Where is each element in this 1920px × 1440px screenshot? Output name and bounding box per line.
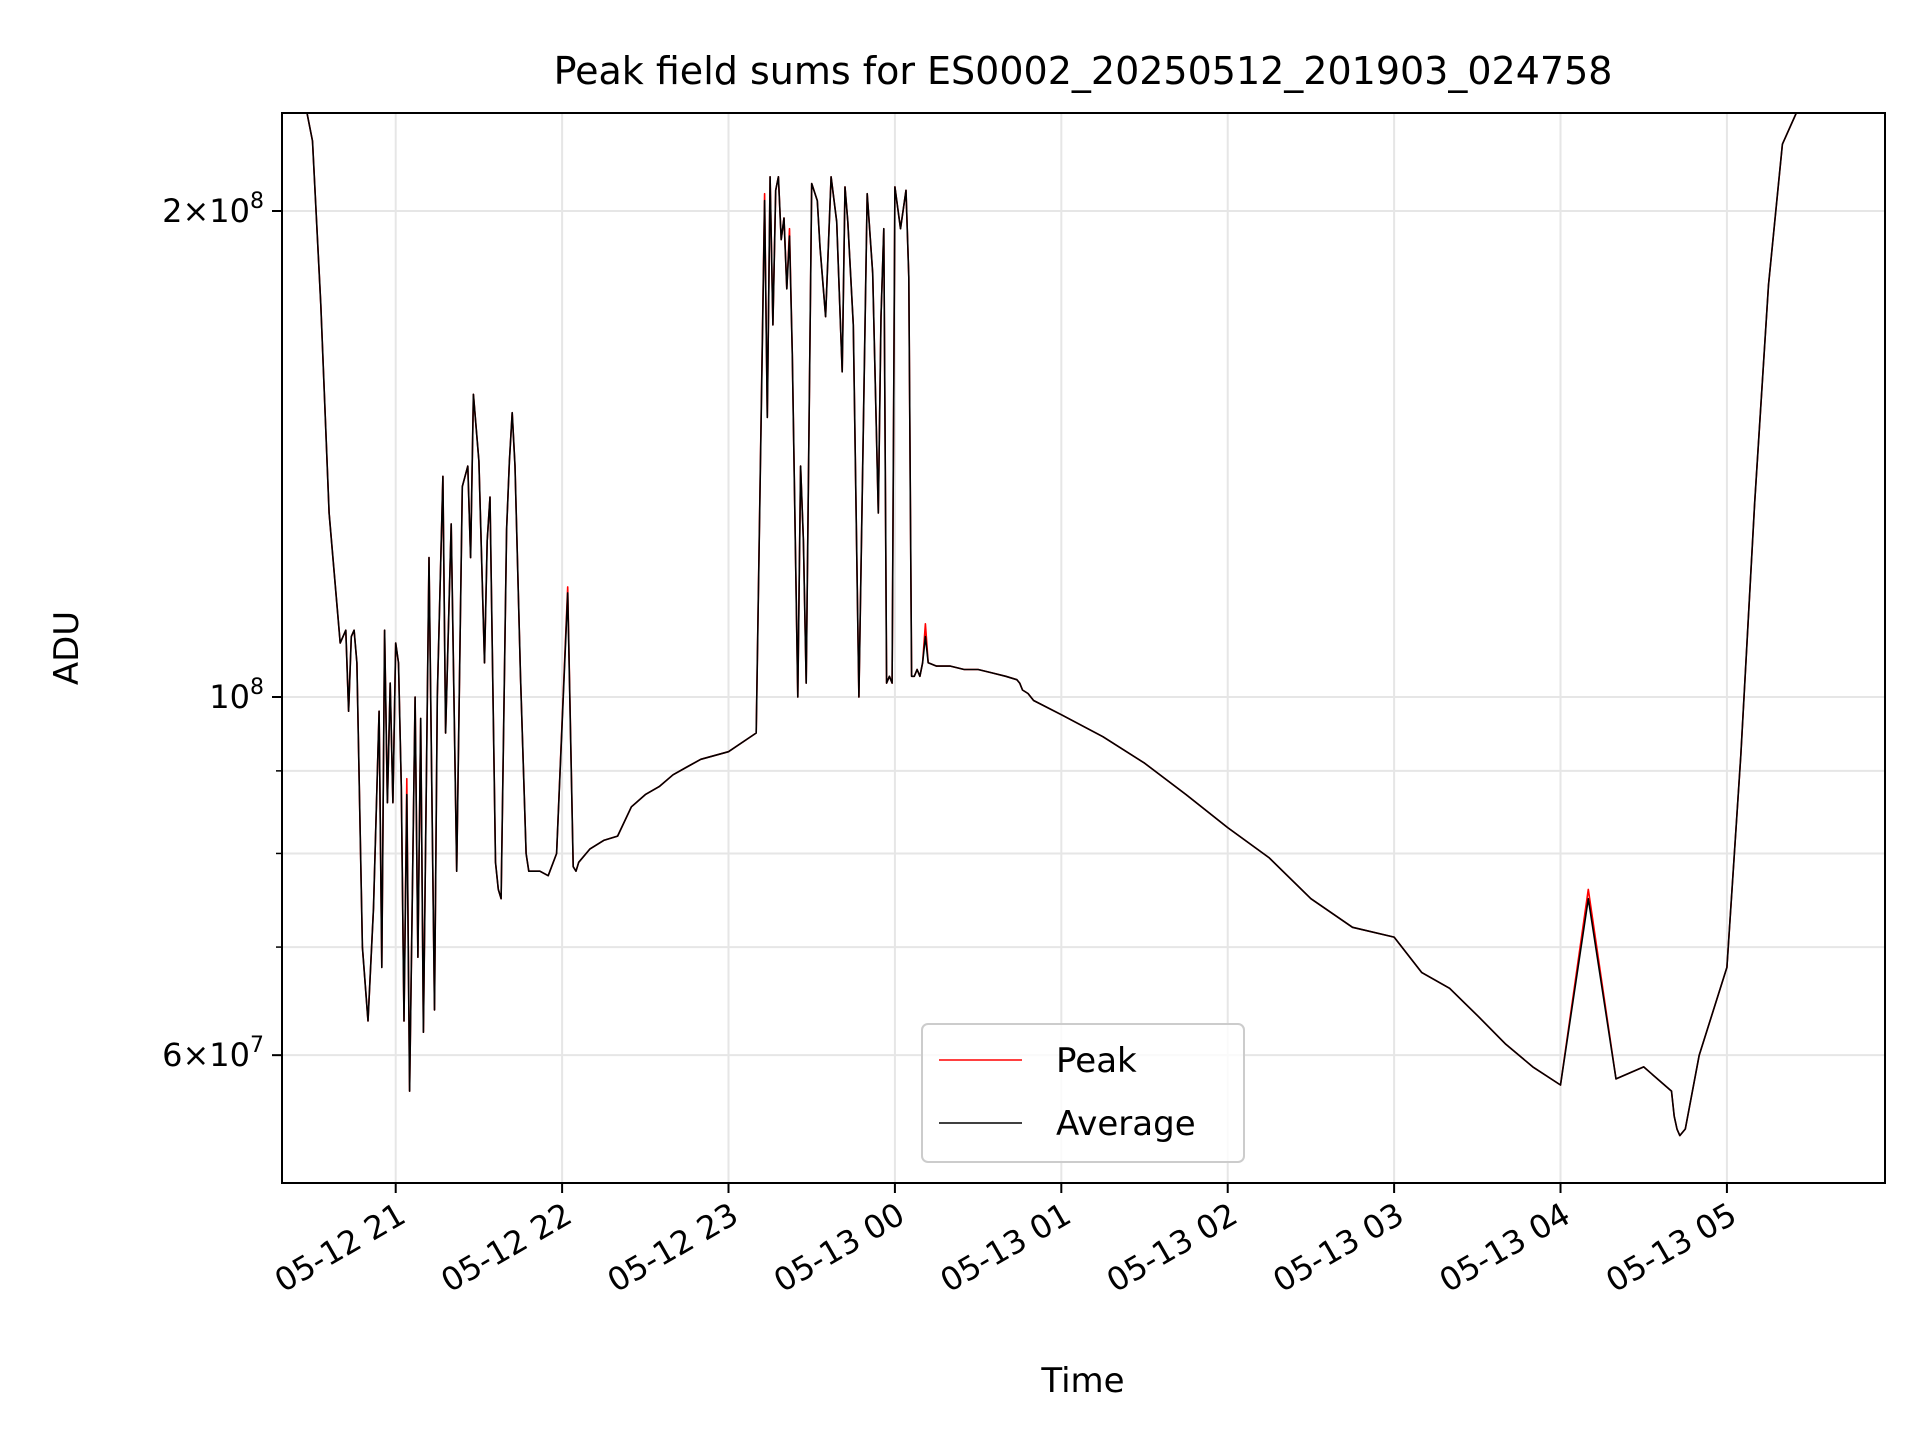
y-axis: 6×107 108 2×108 xyxy=(162,189,282,1074)
y-axis-label: ADU xyxy=(47,611,87,685)
x-axis-label: Time xyxy=(1040,1361,1124,1401)
series-line-average xyxy=(282,113,1798,1137)
legend-label-peak: Peak xyxy=(1056,1041,1137,1081)
legend-box xyxy=(921,1023,1245,1163)
chart-title: Peak field sums for ES0002_20250512_2019… xyxy=(554,49,1613,93)
y-tick-label: 2×108 xyxy=(162,189,264,230)
plot-frame xyxy=(281,112,1886,1184)
legend-label-average: Average xyxy=(1056,1104,1196,1144)
legend: Peak Average xyxy=(921,1023,1245,1163)
y-tick-label: 6×107 xyxy=(162,1033,264,1074)
y-tick-label: 108 xyxy=(209,675,264,716)
plot-series xyxy=(282,113,1798,1137)
